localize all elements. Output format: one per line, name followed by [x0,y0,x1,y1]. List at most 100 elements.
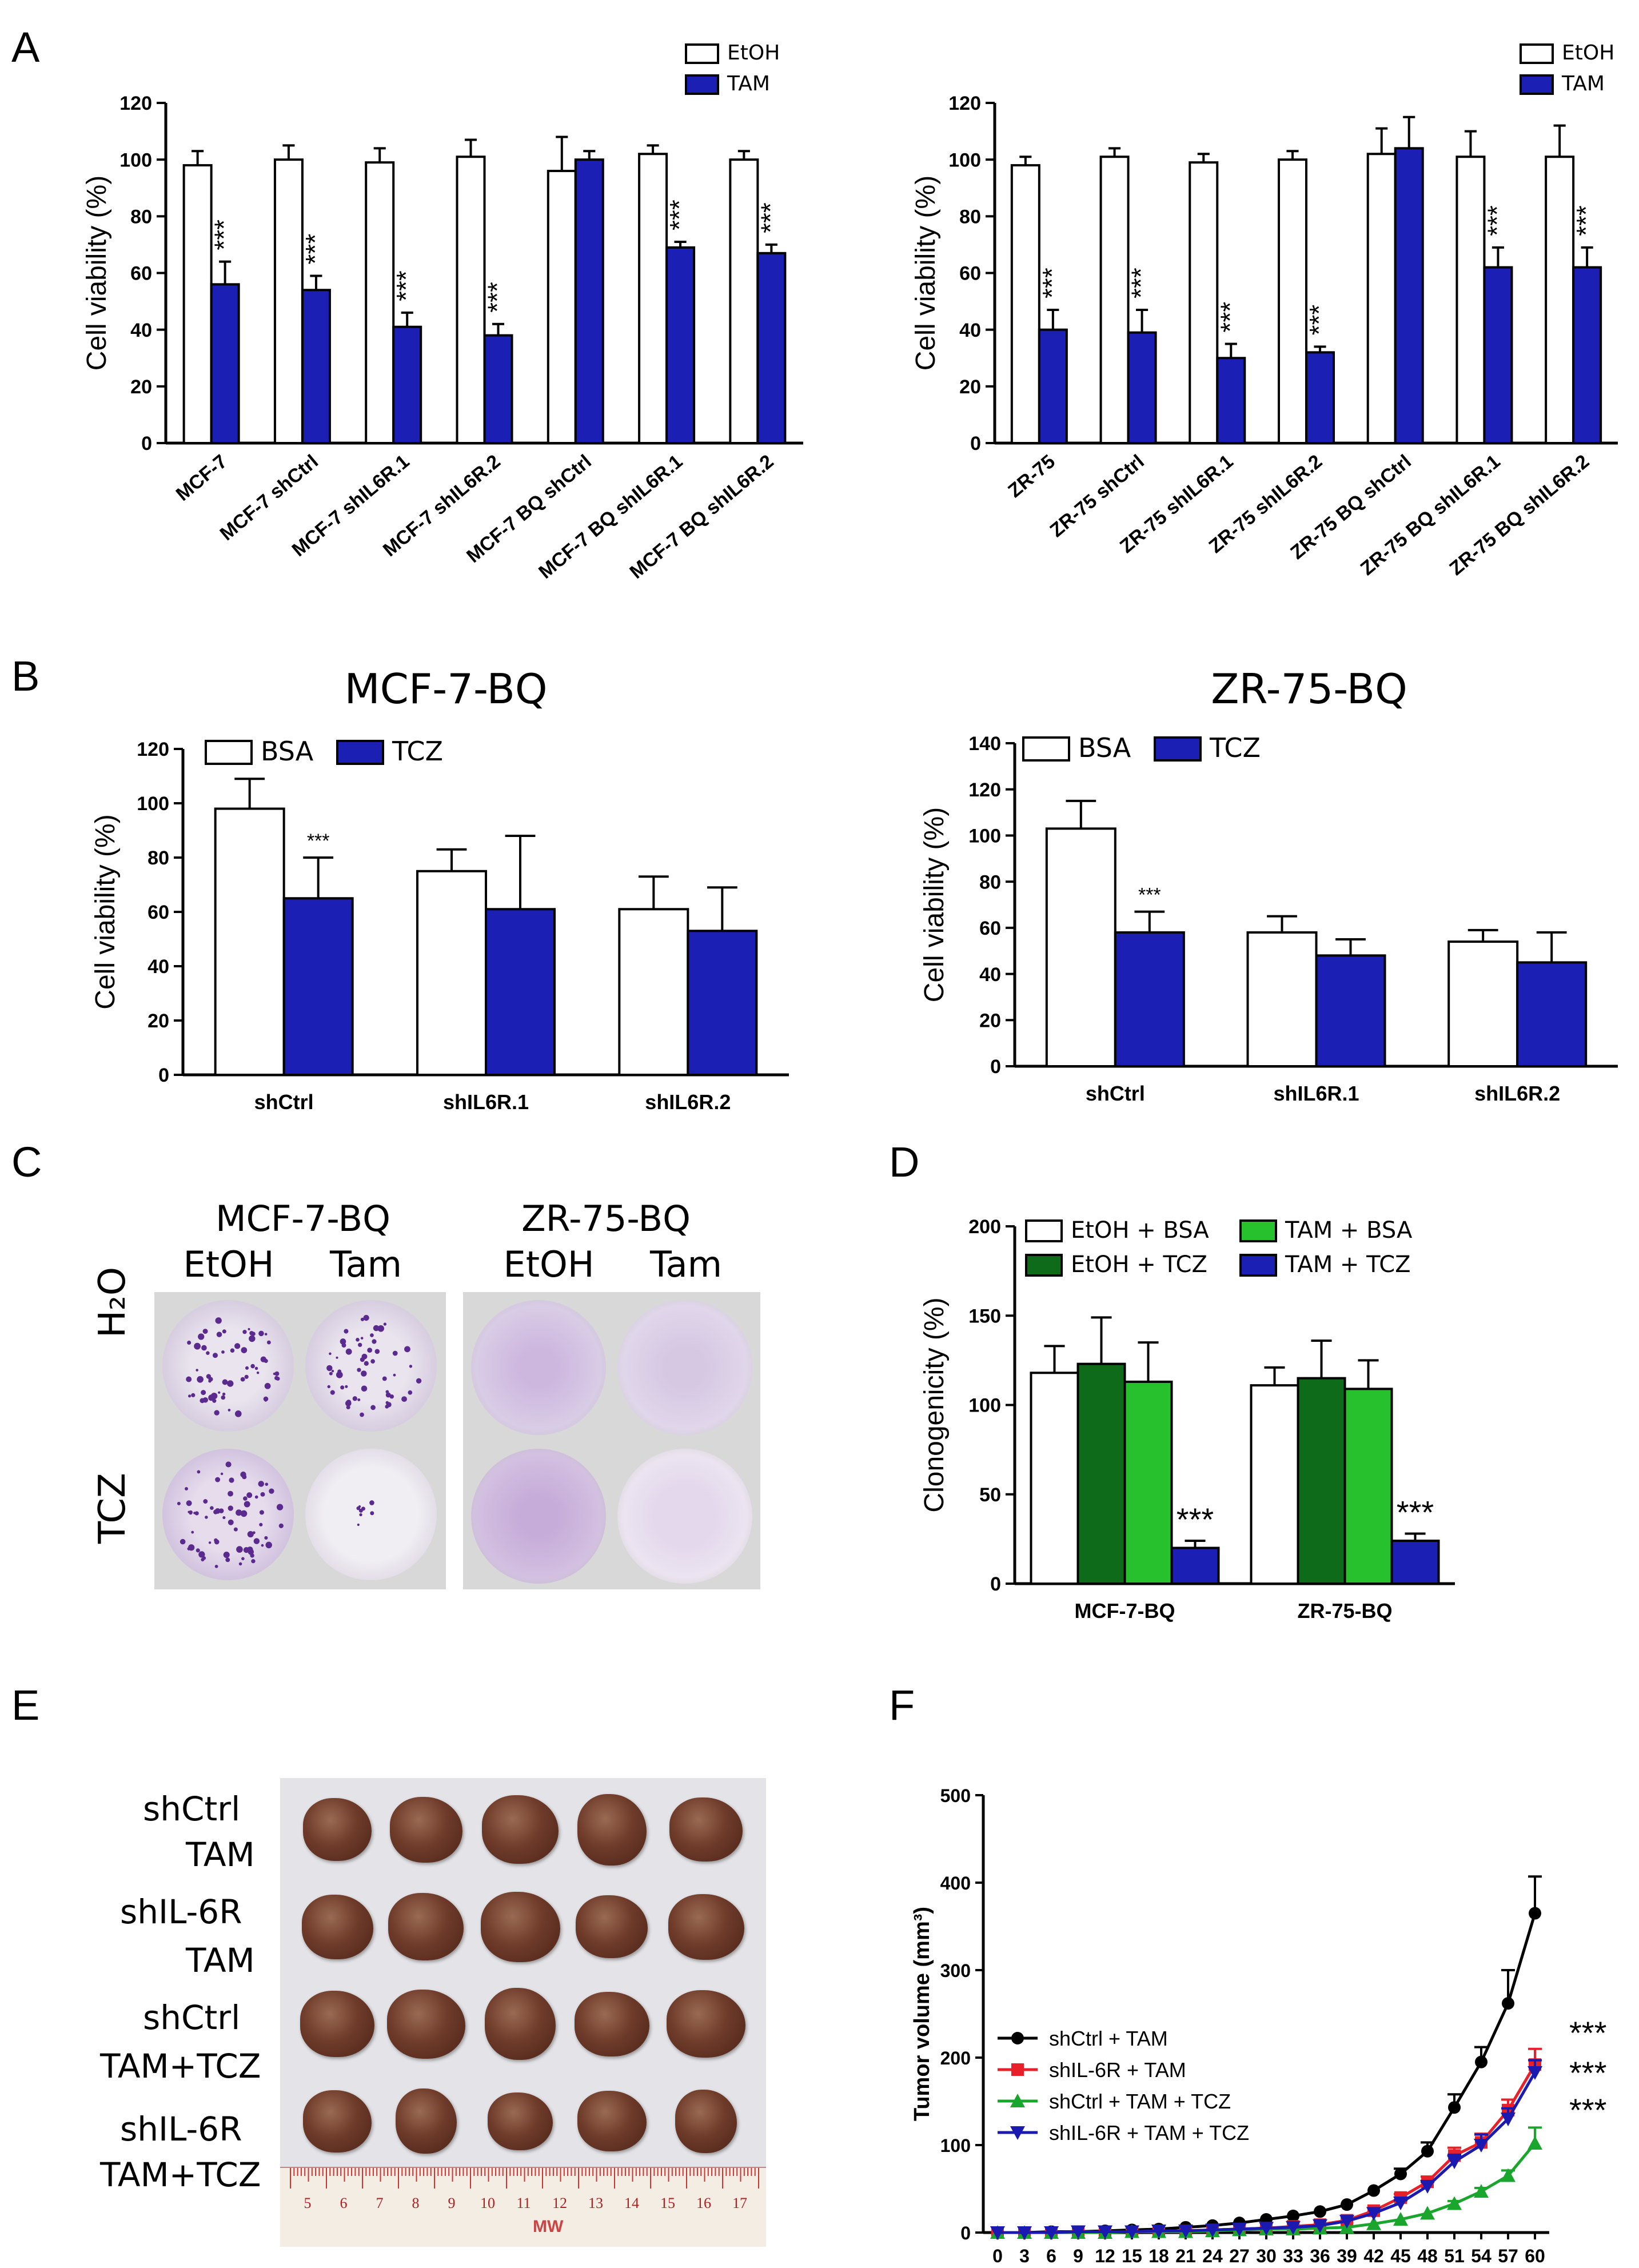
colony-dot [245,1366,249,1370]
colony-dot [242,1330,247,1334]
data-point [1474,2139,1489,2153]
y-tick-label: 20 [979,1010,1001,1032]
legend-label: BSA [1078,732,1131,763]
tumor-sample [488,2092,553,2150]
x-tick-label: 3 [1019,2246,1030,2266]
tumor-sample [675,2089,737,2153]
ruler-number: 5 [304,2195,312,2211]
y-tick-label: 0 [990,1056,1001,1078]
legend-swatch [336,740,384,765]
colony-dot [206,1374,212,1379]
legend-label: shCtrl + TAM [1049,2027,1168,2050]
y-tick-label: 40 [959,320,981,341]
colony-dot [370,1511,374,1516]
colony-dot [258,1481,264,1487]
colony-dot [243,1547,249,1553]
bar [574,158,604,444]
colony-dot [202,1397,208,1403]
legend-swatch [1154,736,1202,762]
colony-dot [278,1523,284,1528]
legend-label: shCtrl + TAM + TCZ [1049,2090,1231,2113]
panel-e-label-1a: shCtrl [143,1789,241,1828]
y-tick-label: 150 [968,1305,1001,1327]
tumor-sample [386,1989,465,2059]
tumor-sample [577,1793,647,1866]
data-point [1098,2225,1112,2239]
colony-dot [264,1358,268,1363]
colony-dot [393,1373,396,1377]
chart-d: 0 50 100 150 200 Clonogenicity (%) *** MCF-7-BQ… [919,1216,1455,1623]
bar [729,158,759,444]
colony-dot [248,1549,254,1555]
bar [1250,1384,1299,1585]
bar [1516,961,1588,1067]
colony-dot [356,1506,361,1510]
category-label: shIL6R.1 [443,1090,529,1114]
x-tick-label: 57 [1498,2246,1518,2266]
colony-dot [242,1474,247,1480]
y-tick-label: 0 [990,1573,1001,1595]
y-axis-label: Tumor volume (mm³) [910,1907,934,2121]
data-point [1475,2055,1488,2068]
significance-label: *** [1569,2055,1606,2091]
legend-marker [1011,2032,1024,2044]
y-tick-label: 80 [130,206,152,228]
category-label: shIL6R.2 [1474,1082,1560,1105]
colony-dish [305,1300,437,1432]
x-tick-label: 21 [1175,2246,1196,2266]
colony-photo-mcf7 [154,1292,446,1589]
colony-dot [210,1506,214,1510]
colony-dot [253,1538,260,1544]
colony-dot [238,1414,241,1417]
colony-dot [197,1376,204,1383]
y-tick-label: 120 [948,93,981,114]
colony-dot [404,1346,410,1353]
x-tick-label: 45 [1390,2246,1411,2266]
colony-dot [210,1392,218,1400]
colony-dot [369,1500,374,1505]
colony-dot [357,1523,360,1526]
significance-label: *** [1569,2092,1606,2128]
panel-label-c: C [11,1138,42,1186]
panel-e-label-2b: TAM [186,1941,255,1980]
data-point [1474,2184,1489,2198]
legend-swatch [1025,1219,1063,1242]
tumor-sample [669,1797,743,1862]
colony-dot [409,1365,413,1368]
category-label: ZR-75-BQ [1297,1599,1392,1623]
colony-dot [265,1541,272,1549]
colony-dot [222,1392,226,1396]
colony-dot [345,1385,348,1388]
significance-label: *** [1215,302,1245,333]
legend-label: shIL-6R + TAM + TCZ [1049,2121,1249,2145]
bar [1297,1377,1346,1585]
ruler-ticks: 5 6 7 8 9 10 11 12 13 14 15 16 17 [290,2168,759,2211]
y-tick-label: 100 [940,2135,971,2156]
tumor-sample [303,2090,372,2153]
ruler-number: 17 [732,2195,747,2211]
bar [1127,331,1157,444]
colony-dish [617,1300,752,1435]
y-tick-label: 0 [960,2223,971,2243]
significance-label: *** [755,202,785,233]
legend-label: TAM + TCZ [1285,1251,1411,1278]
panel-e-label-4a: shIL-6R [120,2110,242,2149]
colony-dot [352,1396,357,1401]
legend-label: TAM + BSA [1285,1217,1413,1243]
significance-label: *** [1177,1501,1214,1537]
panel-label-e: E [11,1681,40,1729]
colony-dot [372,1339,377,1344]
data-point [1420,2206,1435,2220]
bar [416,870,487,1076]
data-point [1529,1907,1541,1920]
legend-swatch [1520,74,1554,95]
panel-e-label-1b: TAM [186,1835,255,1874]
bar [1170,1546,1220,1585]
chart-title: ZR-75-BQ [1211,665,1407,713]
legend-label: TCZ [1209,732,1261,763]
colony-dot [331,1369,334,1373]
x-tick-label: 33 [1283,2246,1303,2266]
ruler-number: 11 [516,2195,531,2211]
colony-dot [345,1348,352,1355]
